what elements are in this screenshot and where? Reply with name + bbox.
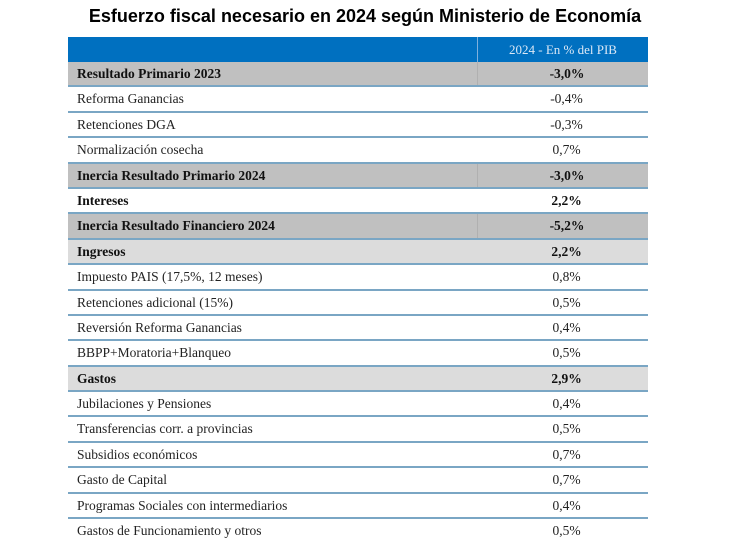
row-label: Gastos (77, 370, 117, 386)
table-row: Reversión Reforma Ganancias 0,4% (68, 313, 648, 339)
row-value: 2,2% (551, 192, 582, 208)
row-label: Reforma Ganancias (77, 91, 184, 107)
row-value: 0,4% (552, 396, 581, 412)
row-value: -5,2% (477, 214, 648, 238)
row-label: Normalización cosecha (77, 142, 204, 158)
row-label: Jubilaciones y Pensiones (77, 396, 212, 412)
row-label: Gasto de Capital (77, 472, 167, 488)
row-value: 0,7% (552, 142, 581, 158)
table-row: Gasto de Capital 0,7% (68, 466, 648, 491)
fiscal-effort-table: 2024 - En % del PIB Resultado Primario 2… (68, 37, 648, 542)
table-row: Inercia Resultado Financiero 2024 -5,2% (68, 212, 648, 238)
table-row: Ingresos 2,2% (68, 237, 648, 264)
row-value: 0,5% (552, 523, 581, 539)
row-label: BBPP+Moratoria+Blanqueo (77, 345, 231, 361)
row-label: Retenciones adicional (15%) (77, 294, 233, 310)
row-label: Intereses (77, 192, 129, 208)
table-row: Impuesto PAIS (17,5%, 12 meses) 0,8% (68, 263, 648, 288)
row-label: Retenciones DGA (77, 116, 176, 132)
table-header: 2024 - En % del PIB (68, 37, 648, 62)
row-label: Inercia Resultado Financiero 2024 (77, 218, 275, 234)
table-row: Gastos 2,9% (68, 364, 648, 391)
row-label: Programas Sociales con intermediarios (77, 497, 288, 513)
row-label: Transferencias corr. a provincias (77, 421, 253, 437)
row-value: -0,3% (550, 116, 583, 132)
row-value: 2,9% (551, 370, 582, 386)
table-row: Gastos de Funcionamiento y otros 0,5% (68, 517, 648, 542)
row-value: 2,2% (551, 243, 582, 259)
table-row: Resultado Primario 2023 -3,0% (68, 62, 648, 86)
table-title: Esfuerzo fiscal necesario en 2024 según … (88, 6, 642, 26)
row-value: 0,5% (552, 294, 581, 310)
row-value: -3,0% (477, 163, 648, 187)
row-value: -3,0% (477, 62, 648, 86)
row-label: Ingresos (77, 243, 126, 259)
row-label: Reversión Reforma Ganancias (77, 319, 242, 335)
row-value: 0,7% (552, 472, 581, 488)
row-label: Gastos de Funcionamiento y otros (77, 523, 262, 539)
header-label-cell (68, 37, 478, 62)
table-row: Subsidios económicos 0,7% (68, 440, 648, 466)
table-row: BBPP+Moratoria+Blanqueo 0,5% (68, 339, 648, 364)
table-row: Programas Sociales con intermediarios 0,4… (68, 491, 648, 517)
table-row: Transferencias corr. a provincias 0,5% (68, 415, 648, 440)
header-value-cell: 2024 - En % del PIB (509, 42, 617, 57)
table-row: Retenciones adicional (15%) 0,5% (68, 288, 648, 314)
table-row: Normalización cosecha 0,7% (68, 136, 648, 161)
table-row: Inercia Resultado Primario 2024 -3,0% (68, 161, 648, 187)
table-row: Intereses 2,2% (68, 186, 648, 212)
row-value: -0,4% (550, 91, 583, 107)
table-row: Jubilaciones y Pensiones 0,4% (68, 390, 648, 415)
row-value: 0,4% (552, 497, 581, 513)
row-label: Impuesto PAIS (17,5%, 12 meses) (77, 269, 263, 285)
row-label: Subsidios económicos (77, 446, 198, 462)
table-body: Resultado Primario 2023 -3,0% Reforma Gana… (68, 62, 648, 542)
table-row: Retenciones DGA -0,3% (68, 110, 648, 136)
row-value: 0,8% (552, 269, 581, 285)
row-value: 0,4% (552, 319, 581, 335)
row-label: Inercia Resultado Primario 2024 (77, 167, 266, 183)
row-label: Resultado Primario 2023 (77, 66, 221, 81)
row-value: 0,7% (552, 446, 581, 462)
table-row: Reforma Ganancias -0,4% (68, 85, 648, 110)
row-value: 0,5% (552, 345, 581, 361)
row-value: 0,5% (552, 421, 581, 437)
